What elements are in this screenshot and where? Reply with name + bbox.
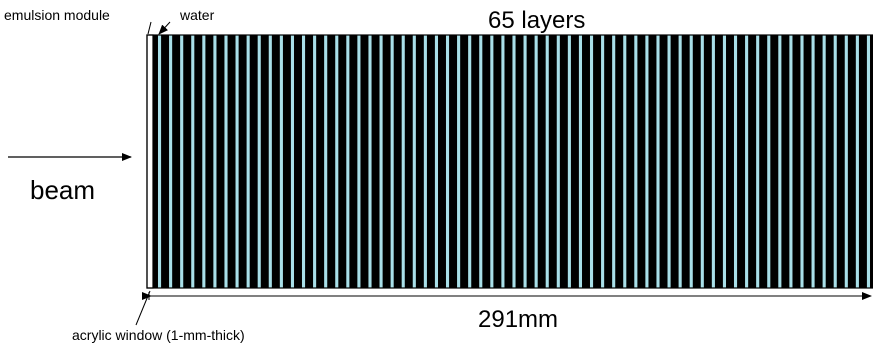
water-layer xyxy=(623,35,627,288)
water-layer xyxy=(412,35,416,288)
water-layer xyxy=(833,35,837,288)
water-layer xyxy=(191,35,195,288)
detector-outline xyxy=(146,34,873,289)
water-layer xyxy=(379,35,383,288)
water-layer xyxy=(667,35,671,288)
water-layer xyxy=(656,35,660,288)
water-layer xyxy=(169,35,173,288)
water-layer xyxy=(401,35,405,288)
water-pointer xyxy=(158,21,171,35)
water-layer xyxy=(767,35,771,288)
water-layer xyxy=(279,35,283,288)
water-layer xyxy=(301,35,306,288)
water-layer xyxy=(468,35,472,288)
water-layer xyxy=(423,35,427,288)
water-layer xyxy=(202,35,206,288)
water-layer xyxy=(368,35,372,288)
water-layer xyxy=(335,35,339,288)
water-layer xyxy=(722,35,727,288)
water-layer xyxy=(268,35,272,288)
beam-label: beam xyxy=(30,175,96,205)
water-layer xyxy=(479,35,483,288)
water-label: water xyxy=(180,7,215,23)
water-layer xyxy=(756,35,760,288)
water-layer xyxy=(157,35,162,288)
water-layer xyxy=(545,35,549,288)
water-layer xyxy=(235,35,239,288)
acrylic-window-pointer xyxy=(135,290,151,326)
water-layer xyxy=(844,35,848,288)
water-layer xyxy=(290,35,295,288)
water-layer xyxy=(612,35,616,288)
water-layer xyxy=(745,35,749,288)
water-layer xyxy=(855,35,859,288)
water-layer xyxy=(578,35,583,288)
emulsion-module-pointer xyxy=(147,21,152,35)
water-layer xyxy=(246,35,250,288)
water-layer xyxy=(800,35,804,288)
water-layer xyxy=(224,35,228,288)
water-layer xyxy=(490,35,494,288)
water-layer xyxy=(711,35,715,288)
water-layer xyxy=(180,35,184,288)
water-layer xyxy=(634,35,638,288)
acrylic-window xyxy=(146,34,154,289)
water-layer xyxy=(700,35,704,288)
water-layer xyxy=(434,35,439,288)
water-layer xyxy=(324,35,328,288)
length-label: 291mm xyxy=(478,306,559,333)
water-layer xyxy=(811,35,815,288)
water-layer xyxy=(689,35,693,288)
water-layer xyxy=(457,35,461,288)
water-layer xyxy=(213,35,217,288)
water-layer xyxy=(778,35,782,288)
layer-count-label: 65 layers xyxy=(488,7,586,34)
water-layer xyxy=(501,35,505,288)
water-layer xyxy=(534,35,538,288)
water-layers-group xyxy=(157,35,871,288)
water-layer xyxy=(866,35,871,288)
water-layer xyxy=(822,35,826,288)
water-layer xyxy=(601,35,605,288)
water-layer xyxy=(257,35,261,288)
water-layer xyxy=(313,35,317,288)
acrylic-window-label: acrylic window (1-mm-thick) xyxy=(72,327,245,343)
water-layer xyxy=(512,35,516,288)
water-layer xyxy=(390,35,394,288)
emulsion-module-label: emulsion module xyxy=(4,7,110,23)
water-layer xyxy=(567,35,571,288)
water-layer xyxy=(733,35,738,288)
water-layer xyxy=(445,35,450,288)
water-layer xyxy=(645,35,649,288)
water-layer xyxy=(589,35,594,288)
water-layer xyxy=(556,35,560,288)
water-layer xyxy=(523,35,527,288)
water-layer xyxy=(678,35,682,288)
water-layer xyxy=(346,35,350,288)
water-layer xyxy=(357,35,361,288)
water-layer xyxy=(789,35,793,288)
